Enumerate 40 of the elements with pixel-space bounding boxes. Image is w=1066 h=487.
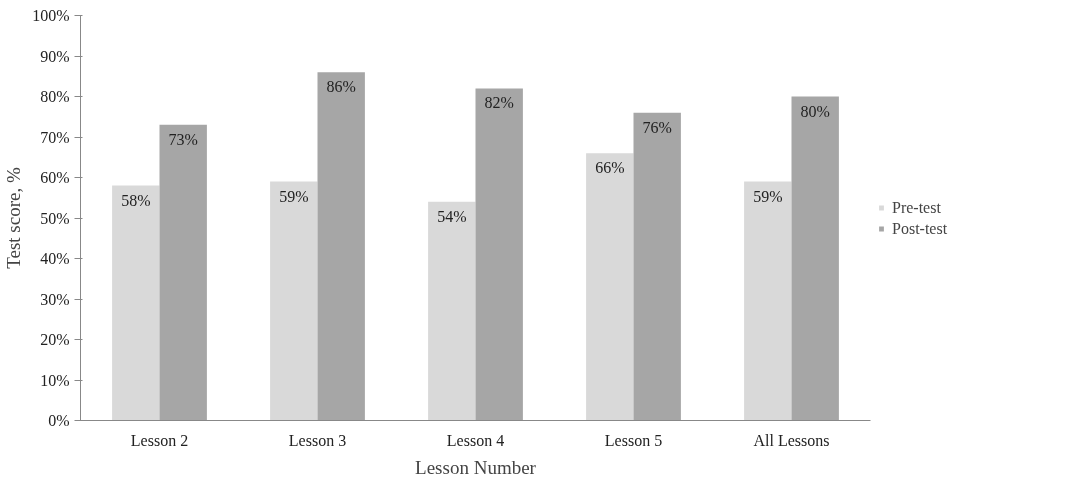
data-label: 58%	[121, 191, 151, 209]
y-tick-label: 30%	[40, 290, 70, 308]
bar	[317, 72, 365, 421]
bar	[744, 181, 792, 421]
data-label: 80%	[800, 102, 830, 120]
bar	[791, 96, 839, 421]
bar	[633, 112, 681, 421]
bar	[270, 181, 318, 421]
data-label: 73%	[168, 130, 198, 148]
data-label: 66%	[595, 159, 625, 177]
bar	[112, 185, 160, 421]
y-tick-label: 60%	[40, 169, 70, 186]
x-axis-title: Lesson Number	[415, 456, 537, 478]
bar	[159, 124, 207, 421]
y-tick-label: 80%	[40, 88, 70, 105]
bar	[428, 201, 476, 421]
data-label: 59%	[279, 187, 309, 205]
data-label: 82%	[484, 94, 514, 112]
y-tick-label: 90%	[40, 47, 70, 65]
y-axis-title: Test score, %	[3, 167, 25, 269]
y-tick-label: 10%	[40, 371, 70, 389]
x-tick-label: Lesson 5	[604, 431, 663, 449]
y-tick-label: 40%	[40, 250, 70, 267]
bar	[475, 88, 523, 421]
x-tick-label: Lesson 3	[288, 431, 347, 449]
data-label: 86%	[326, 78, 356, 96]
y-tick-label: 100%	[32, 7, 70, 24]
y-tick-label: 50%	[40, 209, 70, 227]
bar	[586, 153, 634, 421]
x-tick-label: All Lessons	[753, 431, 830, 449]
y-tick-label: 0%	[48, 412, 70, 429]
x-tick-label: Lesson 2	[130, 431, 189, 449]
y-tick-label: 70%	[40, 128, 70, 146]
y-tick-label: 20%	[40, 331, 70, 348]
data-label: 54%	[437, 207, 467, 225]
legend-label: Pre-test	[892, 198, 941, 216]
x-tick-label: Lesson 4	[446, 431, 505, 449]
data-label: 59%	[753, 187, 783, 205]
legend-label: Post-test	[892, 219, 948, 237]
data-label: 76%	[642, 118, 672, 136]
